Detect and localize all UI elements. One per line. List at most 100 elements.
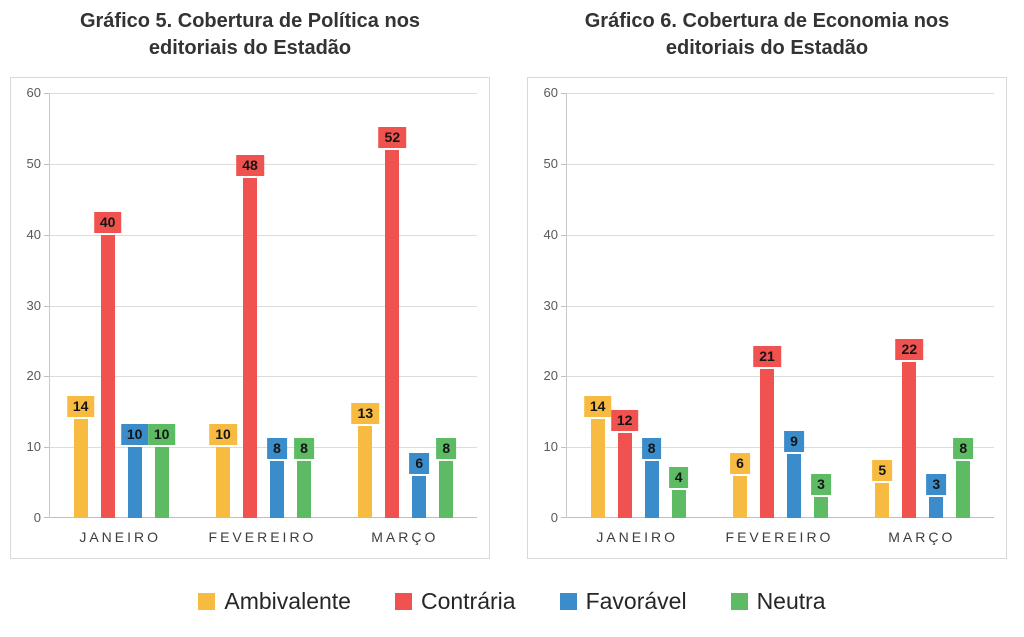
bar-contraria-janeiro bbox=[617, 433, 632, 518]
y-axis-tickmark bbox=[561, 163, 566, 165]
y-axis-tick-label: 10 bbox=[26, 439, 41, 455]
gridline-30 bbox=[567, 305, 994, 307]
bar-value-label-neutra-fevereiro: 3 bbox=[811, 473, 831, 495]
gridline-20 bbox=[50, 376, 477, 378]
x-axis-label-marco: MARÇO bbox=[371, 529, 439, 545]
y-axis-tick-label: 30 bbox=[26, 297, 41, 313]
bar-value-label-ambivalente-marco: 13 bbox=[351, 402, 380, 424]
bar-value-label-ambivalente-janeiro: 14 bbox=[583, 395, 612, 417]
x-axis-label-fevereiro: FEVEREIRO bbox=[208, 529, 317, 545]
gridline-60 bbox=[50, 93, 477, 94]
y-axis-tickmark bbox=[561, 234, 566, 236]
bar-value-label-ambivalente-janeiro: 14 bbox=[66, 395, 95, 417]
y-axis-tickmark bbox=[561, 93, 566, 94]
gridline-20 bbox=[567, 376, 994, 378]
y-axis-tickmark bbox=[44, 163, 49, 165]
legend-swatch-neutra bbox=[730, 593, 748, 611]
bar-value-label-contraria-fevereiro: 21 bbox=[753, 346, 781, 368]
y-axis-tick-label: 40 bbox=[26, 226, 41, 242]
legend-swatch-favoravel bbox=[559, 593, 577, 611]
gridline-50 bbox=[567, 163, 994, 165]
bar-value-label-favoravel-marco: 3 bbox=[926, 473, 947, 495]
legend-label-favoravel: Favorável bbox=[585, 588, 687, 614]
legend-item-favoravel: Favorável bbox=[559, 588, 687, 614]
bar-neutra-janeiro bbox=[154, 447, 169, 518]
chart-title-politica: Gráfico 5. Cobertura de Política nos edi… bbox=[79, 10, 421, 59]
bar-value-label-contraria-marco: 52 bbox=[378, 126, 407, 148]
bar-ambivalente-fevereiro bbox=[216, 447, 230, 518]
bar-value-label-contraria-fevereiro: 48 bbox=[236, 155, 264, 176]
bar-value-label-favoravel-janeiro: 8 bbox=[641, 438, 662, 460]
gridline-30 bbox=[50, 305, 477, 307]
y-axis-tickmark bbox=[561, 376, 566, 378]
legend-item-ambivalente: Ambivalente bbox=[198, 588, 351, 614]
bar-favoravel-janeiro bbox=[127, 447, 142, 518]
bar-value-label-ambivalente-fevereiro: 6 bbox=[730, 452, 750, 474]
legend-label-ambivalente: Ambivalente bbox=[224, 588, 351, 614]
y-axis-tickmark bbox=[44, 447, 49, 449]
chart-panel-politica: 14 40 10 10 10 48 8 8 13 52 6 8 0 10 20 30 40 50 60 JANEIRO… bbox=[10, 77, 490, 559]
x-axis-label-janeiro: JANEIRO bbox=[79, 529, 161, 545]
legend-item-contraria: Contrária bbox=[394, 588, 516, 614]
legend-swatch-ambivalente bbox=[198, 593, 216, 611]
y-axis-tickmark bbox=[561, 517, 566, 518]
bar-value-label-neutra-janeiro: 10 bbox=[147, 424, 176, 446]
bar-ambivalente-fevereiro bbox=[733, 475, 747, 518]
y-axis-tick-label: 0 bbox=[33, 510, 41, 525]
bar-contraria-marco bbox=[385, 149, 400, 518]
bar-favoravel-janeiro bbox=[644, 461, 659, 518]
bar-favoravel-marco bbox=[412, 475, 427, 518]
bar-contraria-fevereiro bbox=[760, 369, 774, 518]
bar-neutra-fevereiro bbox=[814, 496, 828, 518]
bar-value-label-favoravel-marco: 6 bbox=[409, 452, 430, 474]
y-axis-tickmark bbox=[44, 376, 49, 378]
bar-value-label-neutra-fevereiro: 8 bbox=[294, 438, 314, 460]
y-axis-tick-label: 60 bbox=[543, 85, 558, 100]
gridline-0 bbox=[567, 517, 994, 518]
bar-ambivalente-marco bbox=[358, 425, 373, 518]
bar-value-label-contraria-janeiro: 40 bbox=[93, 211, 122, 233]
plot-area: 14 40 10 10 10 48 8 8 13 52 6 8 bbox=[49, 93, 477, 518]
legend: Ambivalente Contrária Favorável Neutra bbox=[0, 588, 1024, 614]
bar-ambivalente-janeiro bbox=[590, 418, 605, 518]
bar-contraria-fevereiro bbox=[243, 178, 257, 518]
bar-neutra-fevereiro bbox=[297, 461, 311, 518]
bar-value-label-favoravel-janeiro: 10 bbox=[120, 424, 149, 446]
bar-value-label-neutra-janeiro: 4 bbox=[668, 466, 689, 488]
bar-favoravel-marco bbox=[929, 496, 944, 518]
y-axis-tick-label: 40 bbox=[543, 226, 558, 242]
y-axis-tick-label: 60 bbox=[26, 85, 41, 100]
bar-value-label-contraria-marco: 22 bbox=[895, 339, 924, 361]
gridline-10 bbox=[50, 447, 477, 449]
bar-value-label-neutra-marco: 8 bbox=[953, 438, 974, 460]
charts-row: Gráfico 5. Cobertura de Política nos edi… bbox=[10, 8, 1007, 559]
bar-value-label-neutra-marco: 8 bbox=[436, 438, 457, 460]
y-axis-tickmark bbox=[44, 234, 49, 236]
y-axis-tick-label: 50 bbox=[543, 155, 558, 171]
y-axis-tickmark bbox=[44, 517, 49, 518]
chart-economia: Gráfico 6. Cobertura de Economia nos edi… bbox=[527, 8, 1007, 559]
bar-favoravel-fevereiro bbox=[270, 461, 284, 518]
gridline-10 bbox=[567, 447, 994, 449]
bar-ambivalente-marco bbox=[875, 482, 890, 518]
bar-value-label-contraria-janeiro: 12 bbox=[610, 410, 639, 431]
y-axis-tick-label: 20 bbox=[26, 368, 41, 384]
chart-politica: Gráfico 5. Cobertura de Política nos edi… bbox=[10, 8, 490, 559]
y-axis-tickmark bbox=[561, 305, 566, 307]
y-axis-tick-label: 20 bbox=[543, 368, 558, 384]
bar-contraria-janeiro bbox=[100, 234, 115, 518]
y-axis-tick-label: 0 bbox=[550, 510, 558, 525]
y-axis-tick-label: 50 bbox=[26, 155, 41, 171]
x-axis-label-janeiro: JANEIRO bbox=[596, 529, 678, 545]
y-axis-tickmark bbox=[44, 305, 49, 307]
legend-item-neutra: Neutra bbox=[730, 588, 826, 614]
x-axis-label-fevereiro: FEVEREIRO bbox=[725, 529, 834, 545]
bar-ambivalente-janeiro bbox=[73, 418, 88, 518]
bar-neutra-marco bbox=[439, 461, 454, 518]
bar-favoravel-fevereiro bbox=[787, 454, 801, 518]
bar-value-label-ambivalente-marco: 5 bbox=[872, 459, 893, 481]
bar-value-label-favoravel-fevereiro: 8 bbox=[267, 438, 287, 460]
legend-swatch-contraria bbox=[394, 593, 412, 611]
chart-panel-economia: 14 12 8 4 6 21 9 3 5 22 3 8 0 10 20 30 40 50 60 JANEIRO FEVE… bbox=[527, 77, 1007, 559]
bar-neutra-janeiro bbox=[671, 489, 686, 518]
